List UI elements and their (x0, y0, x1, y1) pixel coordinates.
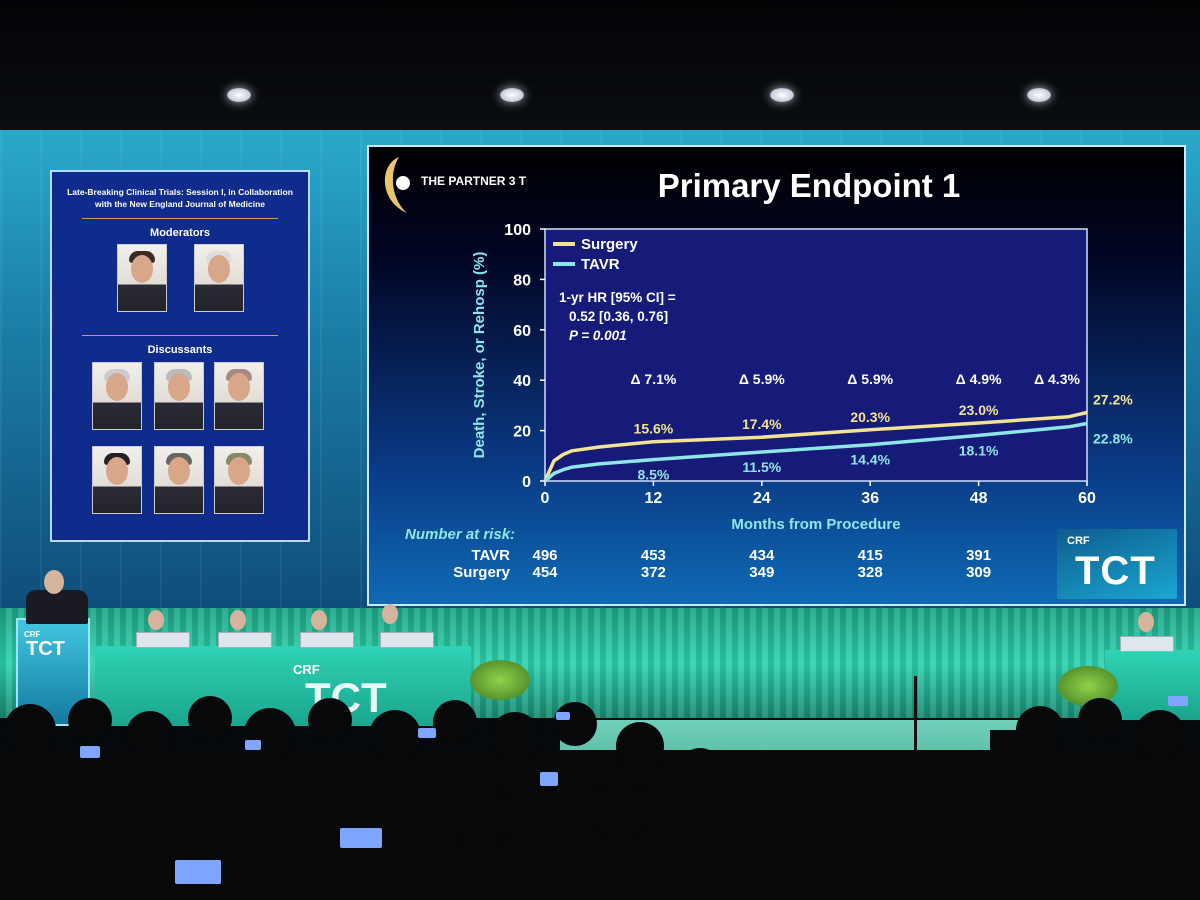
delta-label: Δ 4.9% (956, 371, 1002, 387)
logo-text: THE PARTNER 3 TRIAL (421, 174, 527, 188)
discussant-photo (154, 362, 204, 430)
speaker (26, 590, 88, 624)
ceiling-light (1027, 88, 1051, 102)
data-label-surgery: 20.3% (850, 409, 890, 425)
side-table (1105, 650, 1200, 720)
series-line-tavr (543, 421, 1088, 483)
discussants-heading: Discussants (147, 344, 213, 356)
ceiling-light (770, 88, 794, 102)
discussant-photo (214, 446, 264, 514)
panelist-head (311, 610, 327, 630)
data-label-tavr: 11.5% (742, 459, 781, 475)
session-title: Late-Breaking Clinical Trials: Session I… (67, 187, 293, 209)
risk-value: 415 (858, 547, 883, 564)
risk-value: 434 (749, 547, 775, 564)
stage-plant (1058, 666, 1118, 706)
podium-tct-logo: TCT (26, 638, 65, 660)
hr-annotation: 0.52 [0.36, 0.76] (569, 309, 668, 324)
moderator-photo (117, 244, 167, 312)
session-panel: Late-Breaking Clinical Trials: Session I… (50, 170, 310, 542)
x-tick-label: 12 (645, 490, 663, 507)
risk-value: 372 (641, 564, 666, 581)
discussant-photo (214, 362, 264, 430)
x-tick-label: 48 (970, 490, 988, 507)
presentation-slide: THE PARTNER 3 TRIAL Primary Endpoint 1 0… (367, 145, 1186, 606)
plot-area (544, 228, 1088, 482)
discussant-photo (92, 446, 142, 514)
delta-label: Δ 4.3% (1034, 371, 1080, 387)
hr-annotation: 1-yr HR [95% CI] = (559, 290, 676, 305)
data-label-surgery: 23.0% (959, 402, 999, 418)
delta-label: Δ 5.9% (739, 371, 785, 387)
x-tick-label: 60 (1078, 490, 1096, 507)
risk-value: 496 (532, 547, 557, 564)
risk-value: 454 (532, 564, 558, 581)
discussant-photo (154, 446, 204, 514)
partner3-logo: THE PARTNER 3 TRIAL (384, 157, 527, 213)
risk-value: 328 (858, 564, 883, 581)
laptop (136, 632, 190, 648)
speaker-head (44, 570, 64, 594)
table-crf-logo: CRF (293, 662, 320, 677)
panelist-head (382, 604, 398, 624)
y-tick-label: 100 (504, 222, 531, 239)
data-label-tavr: 8.5% (637, 467, 669, 483)
risk-value: 391 (966, 547, 991, 564)
x-tick-label: 24 (753, 490, 771, 507)
crf-logo: CRF (1067, 535, 1090, 547)
y-tick-label: 20 (513, 424, 531, 441)
y-tick-label: 40 (513, 373, 531, 390)
y-tick-label: 60 (513, 323, 531, 340)
tct-logo: TCT (1075, 549, 1156, 593)
discussant-photo (92, 362, 142, 430)
delta-label: Δ 5.9% (847, 371, 893, 387)
hr-annotation: P = 0.001 (569, 328, 627, 343)
risk-table-title: Number at risk: (405, 526, 515, 543)
data-label-tavr: 18.1% (959, 442, 999, 458)
podium-crf-logo: CRF (24, 630, 41, 639)
laptop (218, 632, 272, 648)
panelist-head (148, 610, 164, 630)
x-tick-label: 0 (541, 490, 550, 507)
moderators-heading: Moderators (150, 227, 210, 239)
panelist-head (1138, 612, 1154, 632)
ceiling-light (227, 88, 251, 102)
series-line-surgery (543, 410, 1088, 482)
delta-label: Δ 7.1% (630, 371, 676, 387)
y-axis-label: Death, Stroke, or Rehosp (%) (471, 252, 488, 459)
risk-value: 453 (641, 547, 666, 564)
tct-badge: CRF TCT (1057, 529, 1177, 599)
data-label-tavr: 14.4% (850, 452, 890, 468)
laptop (380, 632, 434, 648)
y-tick-label: 0 (522, 474, 531, 491)
risk-row-name: Surgery (453, 564, 510, 581)
kaplan-meier-chart: 0 20 40 60 80 100 0 12 24 36 48 60 Months from Proce… (405, 222, 1133, 581)
x-tick-label: 36 (861, 490, 879, 507)
y-tick-label: 80 (513, 272, 531, 289)
data-label-surgery: 27.2% (1093, 391, 1133, 407)
ceiling-light (500, 88, 524, 102)
laptop (300, 632, 354, 648)
risk-value: 309 (966, 564, 991, 581)
risk-row-name: TAVR (471, 547, 510, 564)
stage-plant (470, 660, 530, 700)
legend-label: Surgery (581, 236, 638, 253)
data-label-surgery: 17.4% (742, 416, 782, 432)
laptop (1120, 636, 1174, 652)
risk-value: 349 (749, 564, 774, 581)
data-label-tavr: 22.8% (1093, 431, 1133, 447)
panelist-head (230, 610, 246, 630)
moderator-photo (194, 244, 244, 312)
data-label-surgery: 15.6% (634, 421, 674, 437)
ceiling (0, 0, 1200, 130)
legend-label: TAVR (581, 256, 620, 273)
slide-title: Primary Endpoint 1 (657, 167, 961, 204)
audience (0, 696, 1200, 900)
x-axis-label: Months from Procedure (731, 516, 900, 533)
